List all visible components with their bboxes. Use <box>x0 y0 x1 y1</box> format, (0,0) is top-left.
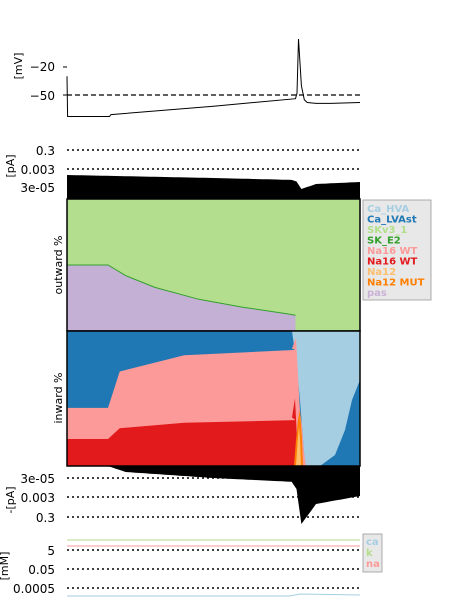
legend-item-2: SKv3_1 <box>367 225 407 236</box>
legend-item-0: Ca_HVA <box>367 204 410 215</box>
conc-tick-5: 5 <box>47 544 55 558</box>
inward-tick-3e-05: 3e-05 <box>20 472 55 486</box>
outward-percent-panel: outward % <box>52 198 361 332</box>
legend-item-7: Na12 MUT <box>367 278 425 289</box>
outward-tick-3e-05: 3e-05 <box>20 181 55 195</box>
outward-tick-0.003: 0.003 <box>21 163 55 177</box>
conc-legend: ca k na <box>362 533 383 573</box>
inward-tick-0.3: 0.3 <box>36 511 55 525</box>
conc-tick-0.05: 0.05 <box>28 563 55 577</box>
conc-legend-frame <box>362 533 383 573</box>
conc-legend-ca: ca <box>366 537 379 548</box>
legend-item-3: SK_E2 <box>367 236 401 247</box>
outward-percent-ylabel: outward % <box>52 235 65 294</box>
inward-percent-panel: inward % <box>52 330 361 467</box>
conc-legend-k: k <box>366 548 373 559</box>
legend-item-8: pas <box>367 288 387 299</box>
inward-tick-0.003: 0.003 <box>21 491 55 505</box>
conc-ca-line <box>67 593 361 597</box>
inward-ca-hva-area <box>290 331 360 466</box>
conc-legend-na: na <box>366 559 380 570</box>
inward-current-fill <box>67 466 360 524</box>
inward-current-ylabel: -[pA] <box>4 486 17 513</box>
outward-current-panel: [pA] 0.3 0.003 3e-05 <box>4 144 360 199</box>
outward-tick-0.3: 0.3 <box>36 144 55 158</box>
concentration-ylabel: [mM] <box>0 552 11 581</box>
legend-item-1: Ca_LVAst <box>367 215 417 226</box>
inward-current-panel: -[pA] 3e-05 0.003 0.3 <box>4 466 360 525</box>
voltage-trace <box>66 38 361 117</box>
outward-sk-e2-boundary <box>67 264 296 316</box>
outward-pas-area <box>67 265 296 331</box>
voltage-ylabel: [mV] <box>12 53 25 80</box>
voltage-tick-minus50: −50 <box>30 89 55 103</box>
currents-legend-frame <box>362 199 432 301</box>
voltage-tick-minus20: −20 <box>30 60 55 74</box>
inward-na16-wt-area <box>67 398 301 466</box>
legend-item-4: Na16 WT <box>367 246 418 257</box>
inward-na12-spike <box>296 426 301 466</box>
conc-tick-0.0005: 0.0005 <box>13 582 55 596</box>
legend-item-5: Na16 WT <box>367 257 418 268</box>
inward-percent-ylabel: inward % <box>52 372 65 423</box>
legend-item-6: Na12 <box>367 267 396 278</box>
outward-current-fill <box>67 175 360 199</box>
concentration-panel: [mM] 5 0.05 0.0005 ca k na <box>0 533 383 597</box>
voltage-panel: [mV] −20 −50 <box>12 38 361 117</box>
outward-current-ylabel: [pA] <box>4 154 17 177</box>
